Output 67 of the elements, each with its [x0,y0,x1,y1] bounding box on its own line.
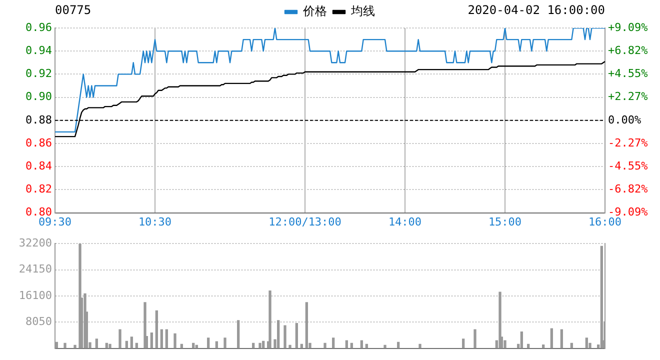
bar [64,342,66,348]
bar [498,292,502,348]
bar [144,302,146,348]
bar [165,329,168,348]
y-tick-label: 0.88 [26,113,52,126]
x-tick-label: 09:30 [38,215,72,228]
bar [74,344,76,348]
y-tick-label: 0.92 [26,67,52,80]
bar [174,333,176,348]
bar [150,332,153,348]
y-tick-label: 0.84 [26,159,52,172]
bar [550,328,553,348]
bar [125,340,128,348]
bar [130,336,133,348]
bar [462,338,465,348]
bar [600,246,603,348]
bar [324,342,326,348]
y-tick-label: 0.90 [26,90,52,104]
bar [268,290,272,348]
bar [262,340,265,348]
y2-tick-label: +4.55% [608,67,648,80]
y-tick-label: 0.96 [26,20,52,34]
y-tick-label: 0.94 [26,44,52,57]
x-tick-label: 14:00 [388,215,422,228]
y2-tick-label: +2.27% [608,90,648,104]
bar [108,344,112,348]
y2-tick-label: +6.82% [608,44,648,57]
bar [585,338,588,348]
bar [295,323,298,348]
y2-tick-label: -4.55% [608,160,648,173]
bar [215,341,218,348]
bar [95,338,98,348]
y-tick-label: 16100 [18,288,52,302]
legend-label: 价格 [302,4,327,18]
bar [332,338,335,348]
bar [160,329,163,348]
bar [288,344,292,348]
y2-tick-label: -2.27% [608,136,648,150]
bar [384,344,386,348]
chart-subtitle: 2020-04-02 16:00:00 [468,3,605,17]
x-tick-label: 12:00/13:00 [268,215,342,228]
y-tick-label: 24150 [18,262,52,276]
bar [277,320,280,348]
bar [418,344,422,348]
y-tick-label: 32200 [18,236,52,250]
bar [520,331,523,348]
bar [258,342,262,348]
y-tick-label: 0.82 [26,182,52,196]
x-tick-label: 15:00 [488,215,522,228]
y2-tick-label: +9.09% [608,20,648,34]
y-tick-label: 8050 [26,315,52,328]
legend-label: 均线 [350,4,375,18]
y2-tick-label: 0.00% [608,113,642,126]
bar [474,329,476,348]
x-tick-label: 10:30 [138,215,172,228]
y2-tick-label: -6.82% [608,182,648,196]
bar [284,325,286,348]
bar [305,302,308,348]
bar [560,329,563,348]
y-tick-label: 0.86 [26,136,52,150]
chart-title: 00775 [55,3,92,17]
bar [504,340,506,348]
bar [118,329,122,348]
bar [237,320,240,348]
bar [155,310,158,348]
bar [224,338,226,348]
bar [207,338,210,348]
